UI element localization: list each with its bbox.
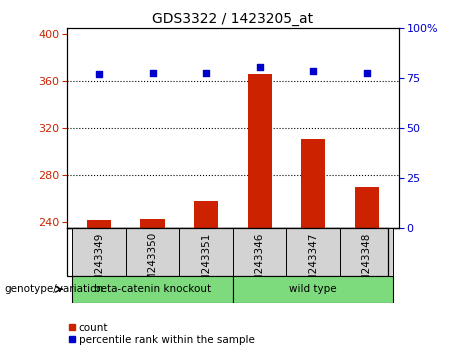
Bar (301, 139, 325, 228)
Bar (194, 201, 218, 228)
Text: beta-catenin knockout: beta-catenin knockout (94, 284, 211, 295)
Point (256, 64, 263, 70)
Point (202, 70, 210, 76)
Title: GDS3322 / 1423205_at: GDS3322 / 1423205_at (152, 12, 313, 26)
Point (149, 70, 156, 76)
Text: GSM243350: GSM243350 (148, 232, 158, 295)
Bar (141, 219, 165, 228)
Text: GSM243348: GSM243348 (361, 232, 372, 296)
Text: GSM243346: GSM243346 (254, 232, 265, 296)
Text: GSM243347: GSM243347 (308, 232, 318, 296)
Bar (286, 228, 340, 276)
Bar (72, 228, 126, 276)
Point (95, 72, 103, 77)
Bar (340, 228, 393, 276)
Text: genotype/variation: genotype/variation (5, 284, 104, 294)
Text: GSM243349: GSM243349 (94, 232, 104, 296)
Bar (233, 228, 286, 276)
Text: GSM243351: GSM243351 (201, 232, 211, 296)
Bar (87, 220, 111, 228)
Bar (233, 276, 393, 303)
Bar (248, 74, 272, 228)
Bar (72, 276, 233, 303)
Bar (179, 228, 233, 276)
Bar (126, 228, 179, 276)
Point (309, 68, 317, 74)
Text: wild type: wild type (290, 284, 337, 295)
Bar (355, 187, 378, 228)
Legend: count, percentile rank within the sample: count, percentile rank within the sample (65, 318, 259, 349)
Point (363, 70, 370, 76)
